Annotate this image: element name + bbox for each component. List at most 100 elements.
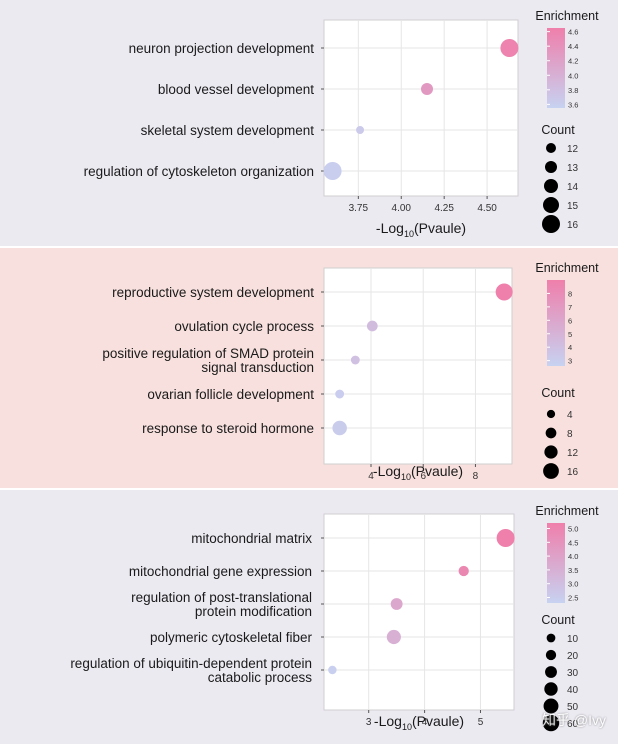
x-tick-label: 4 xyxy=(422,717,428,728)
data-point xyxy=(366,320,378,332)
color-tick-label: 4.6 xyxy=(568,28,578,37)
plot-area xyxy=(323,513,515,711)
color-bar xyxy=(547,280,565,366)
term-label: neuron projection development xyxy=(129,41,315,56)
x-tick-label: 8 xyxy=(473,471,479,482)
color-tick-label: 5.0 xyxy=(568,525,578,534)
term-label: polymeric cytoskeletal fiber xyxy=(150,630,313,645)
size-legend-dot xyxy=(546,633,556,643)
color-tick-label: 4.0 xyxy=(568,71,578,80)
term-label: reproductive system development xyxy=(112,285,314,300)
data-point xyxy=(323,162,342,180)
color-tick-label: 3.5 xyxy=(568,566,578,575)
size-legend-dot xyxy=(544,682,558,696)
size-legend-label: 10 xyxy=(567,634,579,645)
size-legend-dot xyxy=(543,197,559,213)
x-tick-label: 3 xyxy=(366,717,372,728)
term-label: regulation of cytoskeleton organization xyxy=(84,164,314,179)
size-legend-title: Count xyxy=(541,613,575,627)
enrichment-chart-3: 3 4 5 mitochondrial matrix mitochondrial gen… xyxy=(70,504,599,732)
term-label: positive regulation of SMAD protein xyxy=(102,346,314,361)
size-legend-dot xyxy=(545,649,557,661)
size-legend-title: Count xyxy=(541,123,575,137)
data-point xyxy=(386,629,401,645)
size-legend-dot xyxy=(544,445,558,459)
data-point xyxy=(500,39,519,57)
data-point xyxy=(332,420,347,436)
x-tick-label: 4.00 xyxy=(392,203,412,214)
size-legend-dot xyxy=(542,215,560,233)
plot-area xyxy=(323,267,513,465)
color-tick-label: 4.2 xyxy=(568,57,578,66)
color-tick-label: 8 xyxy=(568,289,572,298)
enrichment-chart-1: 3.75 4.00 4.25 4.50 neuron projection develo… xyxy=(84,9,600,239)
color-tick-label: 3.6 xyxy=(568,100,578,109)
term-label: mitochondrial gene expression xyxy=(129,564,312,579)
size-legend-label: 60 xyxy=(567,719,579,730)
data-point xyxy=(390,598,403,610)
data-point xyxy=(350,355,360,365)
term-label: skeletal system development xyxy=(141,123,315,138)
color-tick-label: 5 xyxy=(568,330,572,339)
data-point xyxy=(335,389,345,399)
size-legend-dot xyxy=(546,409,556,419)
size-legend-dot xyxy=(545,666,557,678)
watermark-text: 知乎 @Ivy xyxy=(542,712,606,728)
term-label: catabolic process xyxy=(208,670,313,685)
x-tick-label: 4 xyxy=(368,471,374,482)
x-axis-title: -Log10(Pvaule) xyxy=(373,463,463,482)
size-legend-label: 12 xyxy=(567,144,579,155)
size-legend-label: 4 xyxy=(567,410,573,421)
color-tick-label: 4.4 xyxy=(568,42,578,51)
term-label: regulation of ubiquitin-dependent protei… xyxy=(70,656,312,671)
size-legend-dot xyxy=(543,698,559,714)
size-legend-label: 14 xyxy=(567,182,579,193)
color-tick-label: 7 xyxy=(568,303,572,312)
size-legend-dot xyxy=(545,427,557,439)
color-tick-label: 4.5 xyxy=(568,538,578,547)
color-tick-label: 3 xyxy=(568,357,572,366)
size-legend-dot xyxy=(546,143,556,153)
color-tick-label: 2.5 xyxy=(568,593,578,602)
term-label: mitochondrial matrix xyxy=(191,531,312,546)
term-label: response to steroid hormone xyxy=(142,421,314,436)
color-tick-label: 3.8 xyxy=(568,86,578,95)
data-point xyxy=(495,283,513,301)
size-legend-dot xyxy=(545,161,557,173)
x-tick-label: 4.25 xyxy=(434,203,454,214)
color-tick-label: 3.0 xyxy=(568,580,578,589)
x-tick-label: 3.75 xyxy=(349,203,369,214)
term-label: blood vessel development xyxy=(158,82,314,97)
chart-panel-2: 4 6 8 reproductive system development ovulat… xyxy=(0,248,618,488)
size-legend-dot xyxy=(544,179,558,193)
size-legend-label: 16 xyxy=(567,220,579,231)
color-tick-label: 4.0 xyxy=(568,552,578,561)
data-point xyxy=(496,529,515,547)
term-label: signal transduction xyxy=(201,360,314,375)
data-point xyxy=(421,83,434,95)
color-bar xyxy=(547,28,565,108)
data-point xyxy=(458,565,469,577)
data-point xyxy=(328,665,337,675)
x-axis-title: -Log10(Pvaule) xyxy=(374,713,464,732)
size-legend-title: Count xyxy=(541,386,575,400)
term-label: protein modification xyxy=(195,604,312,619)
size-legend-dot xyxy=(542,714,560,732)
size-legend-label: 15 xyxy=(567,201,579,212)
term-label: ovarian follicle development xyxy=(147,387,314,402)
color-legend-title: Enrichment xyxy=(535,9,599,23)
term-label: ovulation cycle process xyxy=(174,319,314,334)
chart-panel-3: 3 4 5 mitochondrial matrix mitochondrial gen… xyxy=(0,490,618,744)
size-legend-label: 8 xyxy=(567,429,573,440)
color-legend-title: Enrichment xyxy=(535,504,599,518)
size-legend-label: 13 xyxy=(567,163,579,174)
color-legend-title: Enrichment xyxy=(535,261,599,275)
enrichment-chart-2: 4 6 8 reproductive system development ovulat… xyxy=(102,261,599,482)
size-legend-label: 50 xyxy=(567,702,579,713)
x-tick-label: 4.50 xyxy=(477,203,497,214)
color-bar xyxy=(547,523,565,603)
plot-area xyxy=(323,19,519,197)
color-tick-label: 4 xyxy=(568,343,572,352)
size-legend-label: 16 xyxy=(567,467,579,478)
color-tick-label: 6 xyxy=(568,316,572,325)
